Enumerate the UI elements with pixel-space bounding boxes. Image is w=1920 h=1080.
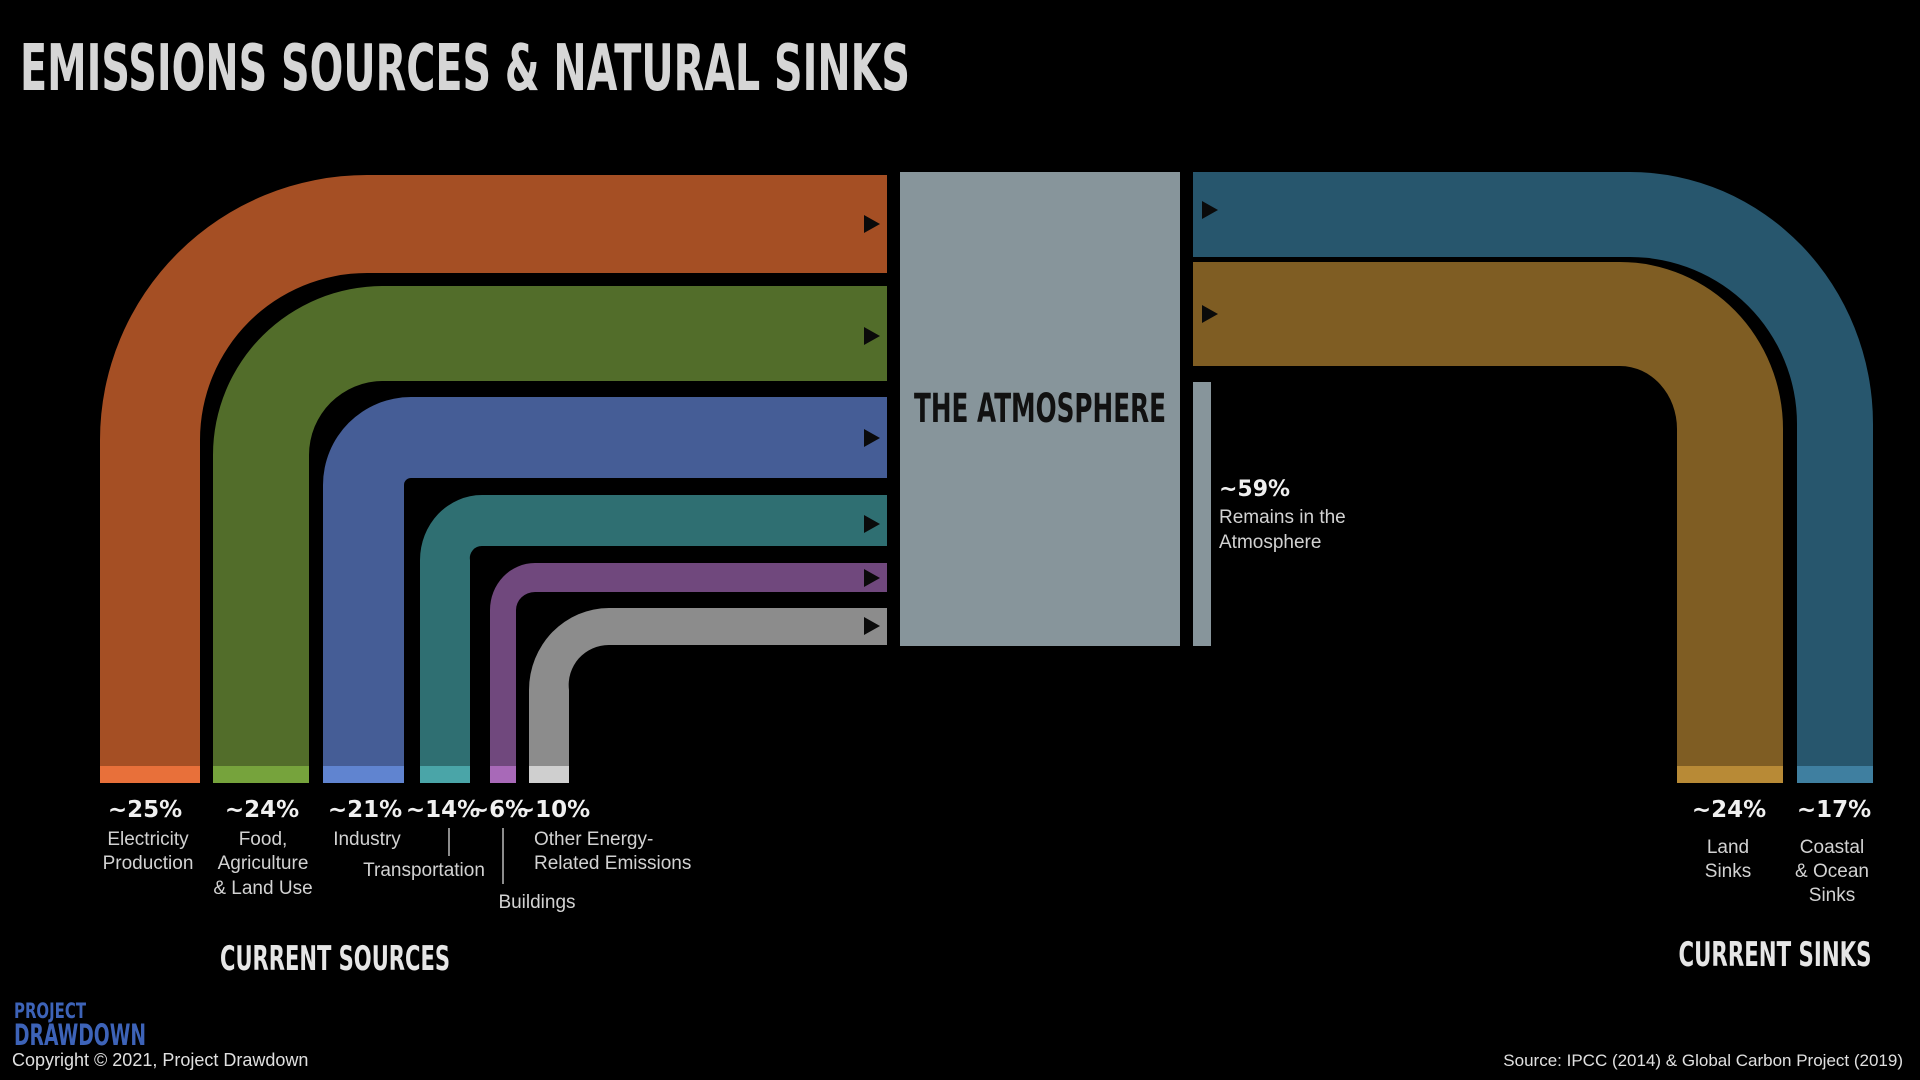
band-buildings [490,563,887,768]
buildings-label: Buildings [498,892,575,913]
tip-industry [323,766,404,783]
food-label-line3: & Land Use [213,878,312,899]
band-coastal-ocean-sinks [1193,172,1873,768]
arrow-icon [864,515,880,533]
copyright-text: Copyright © 2021, Project Drawdown [12,1050,308,1070]
electricity-label-line1: Electricity [107,829,189,850]
atmosphere-box [900,172,1180,646]
ocean-sinks-label-line1: Coastal [1800,837,1864,858]
land-sinks-label-line1: Land [1707,837,1749,858]
band-transportation [420,495,887,768]
current-sources-heading: CURRENT SOURCES [220,939,450,979]
transportation-percent: ~14% [406,797,480,823]
food-label-line2: Agriculture [218,853,309,874]
tip-electricity-production [100,766,200,783]
atmosphere-label: THE ATMOSPHERE [914,386,1166,432]
band-land-sinks [1193,262,1783,768]
other-energy-label-line2: Related Emissions [534,853,691,874]
band-industry [323,397,887,768]
page-title: EMISSIONS SOURCES & NATURAL SINKS [20,32,910,106]
other-energy-label-line1: Other Energy- [534,829,653,850]
tip-land-sinks [1677,766,1783,783]
current-sinks-heading: CURRENT SINKS [1679,935,1872,975]
tip-transportation [420,766,470,783]
arrow-icon [1202,305,1218,323]
ocean-sinks-percent: ~17% [1797,797,1871,823]
tip-other-energy [529,766,569,783]
arrow-icon [1202,201,1218,219]
tip-buildings [490,766,516,783]
source-text: Source: IPCC (2014) & Global Carbon Proj… [1503,1051,1903,1070]
transportation-label: Transportation [363,860,485,881]
band-other-energy [529,608,887,768]
band-food-agriculture-land-use [213,286,887,768]
project-drawdown-logo: PROJECT DRAWDOWN [14,999,146,1052]
sink-labels: ~24% Land Sinks ~17% Coastal & Ocean Sin… [1692,797,1871,906]
food-percent: ~24% [225,797,299,823]
electricity-label-line2: Production [103,853,194,874]
sink-bands [1193,172,1873,768]
tip-coastal-ocean-sinks [1797,766,1873,783]
arrow-icon [864,617,880,635]
land-sinks-label-line2: Sinks [1705,861,1751,882]
source-arrows [864,215,880,635]
industry-label: Industry [333,829,401,850]
buildings-percent: ~6% [470,797,528,823]
electricity-percent: ~25% [108,797,182,823]
ocean-sinks-label-line3: Sinks [1809,885,1855,906]
arrow-icon [864,327,880,345]
ocean-sinks-label-line2: & Ocean [1795,861,1869,882]
other-energy-percent: ~10% [516,797,590,823]
remains-label-line1: Remains in the [1219,507,1346,528]
source-tips [100,766,569,783]
logo-line2: DRAWDOWN [14,1018,146,1052]
industry-percent: ~21% [328,797,402,823]
land-sinks-percent: ~24% [1692,797,1766,823]
remains-percent: ~59% [1219,477,1290,502]
arrow-icon [864,215,880,233]
remains-label-line2: Atmosphere [1219,532,1321,553]
tip-food-agriculture-land-use [213,766,309,783]
food-label-line1: Food, [239,829,288,850]
arrow-icon [864,429,880,447]
remains-bar [1193,382,1211,646]
band-electricity-production [100,175,887,768]
source-bands [100,175,887,768]
source-labels: ~25% Electricity Production ~24% Food, A… [103,797,692,913]
arrow-icon [864,569,880,587]
logo-line1: PROJECT [14,999,86,1023]
